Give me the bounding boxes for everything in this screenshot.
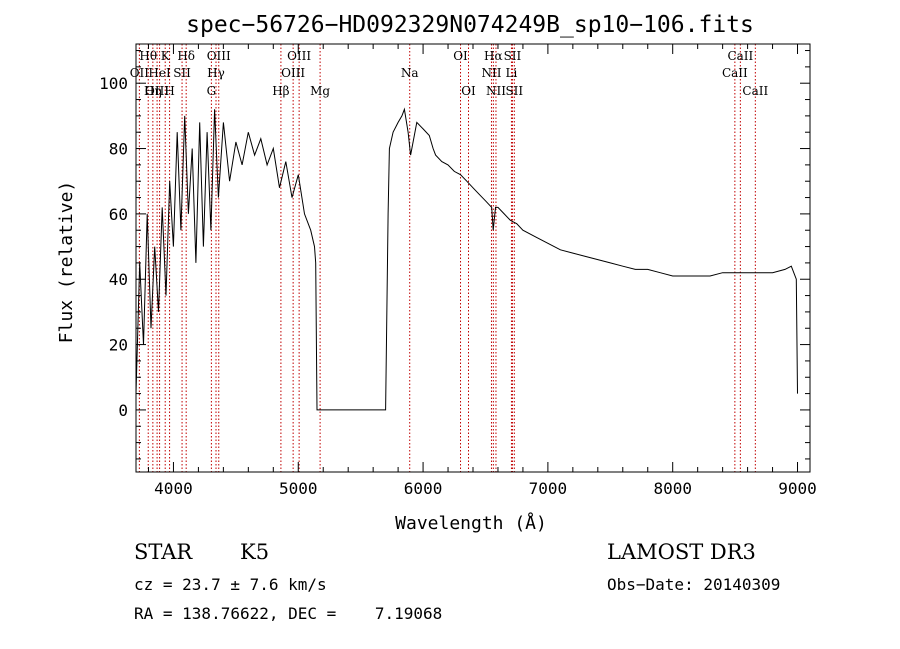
line-marker-label: H [164, 84, 174, 98]
x-tick-label: 8000 [653, 479, 692, 498]
ra-dec: RA = 138.76622, DEC = 7.19068 [134, 604, 443, 623]
axis-tick-labels: 4000 5000 6000 7000 8000 9000 0 20 40 60 80 100 [99, 74, 817, 498]
y-tick-label: 20 [109, 336, 128, 355]
x-tick-label: 7000 [529, 479, 568, 498]
line-marker-label: SII [505, 84, 523, 98]
line-marker-label: OIII [281, 66, 305, 80]
spectrum-line [136, 107, 798, 411]
x-tick-label: 9000 [778, 479, 817, 498]
x-tick-label: 6000 [404, 479, 443, 498]
line-marker-label: SII [504, 49, 522, 63]
x-tick-label: 5000 [279, 479, 318, 498]
plot-frame [135, 43, 811, 473]
redshift-cz: cz = 23.7 ± 7.6 km/s [134, 575, 327, 594]
chart-title: spec−56726−HD092329N074249B_sp10−106.fit… [186, 12, 754, 38]
emission-line-markers [138, 44, 756, 472]
line-marker-label: Na [401, 66, 419, 80]
line-marker-label: Hβ [272, 84, 289, 98]
line-marker-label: OI [453, 49, 468, 63]
line-marker-label: CaII [742, 84, 768, 98]
line-marker-label: OII [130, 66, 150, 80]
line-marker-label: OI [461, 84, 476, 98]
survey-name: LAMOST DR3 [607, 540, 756, 564]
line-marker-label: Mg [310, 84, 330, 98]
y-tick-label: 60 [109, 205, 128, 224]
line-marker-label: OIII [207, 49, 231, 63]
line-marker-label: OIII [287, 49, 311, 63]
line-marker-label: SII [173, 66, 191, 80]
y-axis-label: Flux (relative) [56, 181, 77, 344]
x-axis-label: Wavelength (Å) [395, 512, 547, 534]
observation-date: Obs−Date: 20140309 [607, 575, 781, 594]
line-marker-label: CaII [727, 49, 753, 63]
line-marker-label: NII [486, 84, 506, 98]
y-tick-label: 40 [109, 270, 128, 289]
x-tick-label: 4000 [154, 479, 193, 498]
line-marker-label: Hδ [177, 49, 195, 63]
line-marker-label: Hα [484, 49, 503, 63]
line-marker-label: Hγ [207, 66, 225, 80]
line-marker-label: Li [506, 66, 518, 80]
line-marker-label: CaII [722, 66, 748, 80]
line-marker-label: HeI [148, 66, 171, 80]
y-tick-label: 80 [109, 140, 128, 159]
y-tick-label: 100 [99, 74, 128, 93]
line-marker-label: K [161, 49, 171, 63]
axis-ticks [136, 44, 810, 472]
object-subclass: K5 [240, 540, 270, 564]
line-marker-label: G [207, 84, 217, 98]
line-marker-label: Hθ [139, 49, 157, 63]
line-marker-label: Hη [144, 84, 162, 98]
line-marker-label: OIII [145, 84, 169, 98]
line-marker-label: NII [481, 66, 501, 80]
object-class: STAR [134, 540, 193, 564]
y-tick-label: 0 [118, 401, 128, 420]
